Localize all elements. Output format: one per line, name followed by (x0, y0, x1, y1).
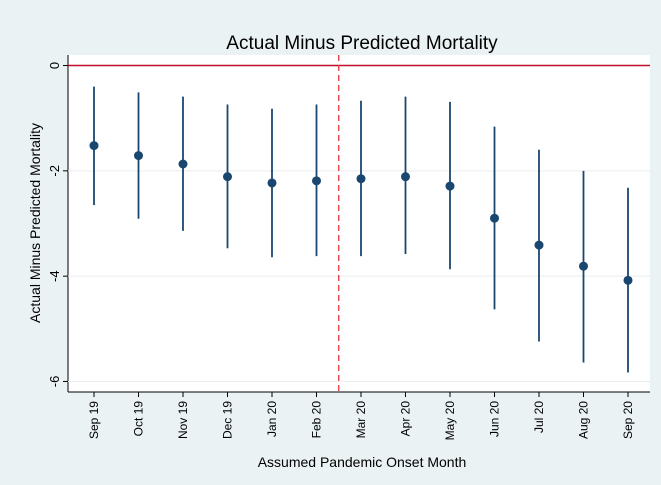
point (178, 159, 188, 169)
x-tick-label: Apr 20 (399, 401, 413, 437)
point (401, 172, 410, 182)
x-tick-label: Oct 19 (132, 401, 146, 437)
x-tick-label: May 20 (443, 401, 457, 441)
x-tick-label: Jan 20 (265, 401, 279, 437)
point (312, 176, 321, 186)
x-tick-label: Dec 19 (221, 401, 235, 439)
y-tick-label: -2 (47, 165, 62, 177)
y-tick-label: -4 (47, 270, 62, 282)
point (134, 151, 143, 161)
x-axis-title: Assumed Pandemic Onset Month (258, 454, 467, 470)
x-tick-label: Sep 19 (87, 401, 101, 439)
x-tick-label: Sep 20 (621, 401, 635, 439)
point (89, 141, 99, 151)
chart-title: Actual Minus Predicted Mortality (226, 33, 498, 54)
point (490, 213, 499, 223)
point (267, 178, 277, 188)
point (445, 181, 455, 191)
x-tick-label: Jul 20 (532, 401, 546, 433)
x-tick-label: Feb 20 (310, 401, 324, 439)
point (356, 174, 366, 184)
point (223, 172, 232, 182)
point (579, 261, 588, 271)
x-tick-label: Mar 20 (354, 401, 368, 439)
x-tick-label: Jun 20 (488, 401, 502, 437)
x-tick-label: Aug 20 (577, 401, 591, 439)
x-tick-label: Nov 19 (176, 401, 190, 439)
point (534, 240, 544, 250)
y-axis-title: Actual Minus Predicted Mortality (27, 123, 43, 323)
plot-area (68, 55, 650, 392)
y-tick-label: -6 (47, 376, 62, 388)
y-tick-label: 0 (47, 62, 62, 69)
point (623, 275, 633, 285)
